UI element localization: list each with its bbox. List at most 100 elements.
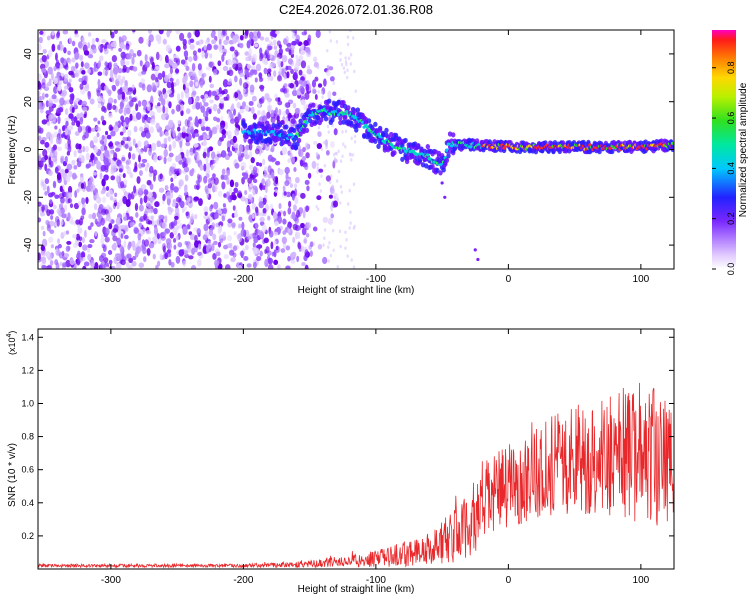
noise-blob: [141, 158, 148, 163]
signal-blob: [403, 137, 408, 144]
noise-blob: [41, 204, 45, 213]
noise-blob: [287, 222, 293, 228]
noise-blob: [116, 237, 122, 246]
noise-blob: [291, 40, 297, 46]
noise-blob: [234, 127, 240, 136]
noise-blob: [96, 132, 100, 138]
noise-blob: [248, 151, 253, 159]
noise-blob: [139, 197, 143, 205]
noise-blob: [332, 152, 336, 157]
noise-blob: [210, 164, 214, 171]
noise-blob: [317, 131, 322, 137]
noise-blob: [275, 245, 279, 251]
noise-blob: [157, 89, 162, 95]
noise-blob: [67, 245, 71, 251]
signal-blob: [474, 138, 480, 144]
noise-blob: [163, 137, 168, 145]
noise-blob: [87, 253, 92, 261]
signal-core: [289, 133, 293, 137]
noise-blob: [151, 82, 156, 91]
noise-blob: [131, 110, 137, 119]
noise-blob: [219, 97, 225, 104]
noise-blob: [124, 143, 129, 150]
noise-blob: [249, 164, 254, 170]
noise-blob: [336, 264, 339, 269]
noise-blob: [98, 44, 102, 51]
noise-blob: [209, 130, 213, 138]
noise-blob: [251, 95, 257, 102]
noise-blob: [53, 98, 60, 103]
noise-blob: [52, 180, 57, 189]
noise-blob: [233, 231, 237, 236]
noise-blob: [275, 176, 279, 185]
noise-blob: [244, 51, 250, 56]
noise-blob: [189, 44, 195, 50]
noise-blob: [101, 120, 107, 126]
noise-blob: [101, 134, 105, 141]
noise-blob: [179, 200, 185, 209]
noise-blob: [217, 108, 221, 115]
noise-blob: [252, 31, 258, 38]
noise-blob: [309, 241, 314, 248]
noise-blob: [103, 257, 109, 263]
y-tick-label: -20: [23, 190, 34, 205]
noise-blob: [216, 153, 223, 158]
noise-blob: [234, 162, 240, 169]
noise-blob: [112, 165, 117, 173]
colorbar-tick-label: 0.4: [726, 162, 736, 175]
noise-blob: [252, 242, 256, 248]
noise-blob: [315, 152, 319, 156]
noise-blob: [227, 134, 232, 140]
noise-blob: [119, 244, 124, 252]
noise-blob: [114, 147, 121, 152]
noise-blob: [316, 195, 322, 201]
noise-blob: [251, 203, 257, 210]
noise-blob: [179, 147, 184, 153]
noise-blob: [335, 179, 339, 183]
noise-blob: [85, 145, 89, 153]
noise-blob: [217, 31, 221, 39]
noise-blob: [283, 72, 287, 81]
noise-blob: [344, 230, 347, 235]
noise-blob: [108, 206, 113, 214]
noise-blob: [222, 79, 229, 88]
noise-blob: [307, 47, 311, 55]
noise-blob: [91, 38, 95, 46]
signal-blob: [338, 115, 343, 121]
noise-blob: [42, 149, 48, 158]
signal-blob: [284, 124, 289, 130]
noise-blob: [233, 187, 239, 194]
noise-blob: [243, 172, 249, 180]
noise-blob: [57, 243, 62, 249]
noise-blob: [185, 82, 190, 88]
signal-blob: [330, 117, 335, 123]
noise-blob: [238, 223, 242, 229]
noise-blob: [170, 221, 175, 229]
noise-blob: [148, 208, 154, 214]
noise-blob: [120, 51, 126, 59]
noise-blob: [276, 115, 280, 122]
noise-blob: [261, 178, 265, 185]
noise-blob: [273, 240, 277, 246]
noise-blob: [97, 78, 101, 88]
noise-blob: [64, 108, 69, 115]
noise-blob: [116, 175, 120, 184]
signal-blob: [400, 142, 405, 148]
noise-blob: [149, 110, 155, 116]
noise-blob: [67, 212, 71, 221]
noise-blob: [184, 166, 190, 173]
noise-blob: [217, 190, 223, 198]
noise-blob: [124, 234, 129, 240]
noise-blob: [104, 66, 110, 71]
noise-blob: [259, 53, 263, 62]
noise-blob: [305, 83, 310, 92]
noise-blob: [287, 150, 291, 156]
noise-blob: [283, 210, 286, 217]
noise-blob: [133, 185, 137, 194]
noise-blob: [69, 203, 74, 209]
noise-blob: [213, 201, 219, 210]
noise-blob: [208, 89, 212, 98]
noise-blob: [101, 208, 107, 216]
noise-blob: [161, 221, 167, 230]
noise-blob: [202, 135, 208, 141]
